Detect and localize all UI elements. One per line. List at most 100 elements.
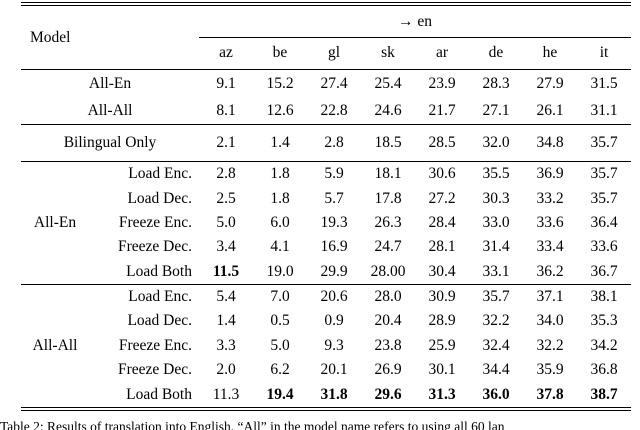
cell-value: 36.9: [523, 161, 577, 187]
row-label: Bilingual Only: [21, 124, 199, 162]
cell-value: 37.8: [536, 385, 564, 403]
row-sublabel: Load Enc.: [89, 283, 199, 310]
row-label: All-En: [21, 69, 199, 97]
cell-value: 24.7: [374, 238, 402, 256]
cell-value: 22.8: [320, 101, 348, 119]
cell-value: 9.1: [199, 69, 253, 97]
row-sublabel: Freeze Enc.: [118, 213, 192, 231]
cell-value: 36.0: [482, 385, 510, 403]
cell-value: 31.5: [577, 69, 632, 97]
cell-value: 5.4: [199, 283, 253, 310]
cell-value: 18.1: [361, 161, 415, 187]
cell-value: 38.7: [590, 385, 618, 403]
table-row: All-All Load Enc. 5.4 7.0 20.6 28.0 30.9 35.7 37…: [21, 283, 632, 409]
cell-value: 27.4: [307, 69, 361, 97]
cell-value: 24.6: [374, 101, 402, 119]
cell-value: 35.7: [590, 189, 618, 207]
cell-value: 11.5: [212, 262, 240, 280]
table-row: Bilingual Only 2.1 1.4 2.8 18.5 28.5 32.0 34.8 3…: [21, 124, 632, 162]
table-header: Model → en az be gl sk ar de he it: [21, 4, 632, 70]
cell-value: 2.0: [216, 361, 236, 379]
cell-value: 28.9: [428, 312, 456, 330]
cell-value: 33.0: [482, 213, 510, 231]
cell-value: 5.7: [324, 189, 344, 207]
cell-value: 8.1: [216, 101, 236, 119]
group-label: All-En: [21, 161, 89, 285]
cell-value: 34.4: [482, 361, 510, 379]
cell-value: 28.1: [428, 238, 456, 256]
cell-value: 32.0: [469, 124, 523, 162]
cell-value: 35.7: [577, 124, 632, 162]
cell-value: 18.5: [361, 124, 415, 162]
cell-value: 35.7: [469, 283, 523, 310]
cell-value: 26.3: [374, 213, 402, 231]
cell-value: 35.5: [469, 161, 523, 187]
cell-value: 21.7: [428, 101, 456, 119]
direction-header-to-en: → en: [199, 4, 632, 38]
table-row: All-En 9.1 15.2 27.4 25.4 23.9 28.3 27.9 31.5: [21, 69, 632, 97]
cell-value: 6.2: [270, 361, 290, 379]
cell-value: 27.1: [482, 101, 510, 119]
cell-value: 36.4: [590, 213, 618, 231]
table-row: Load Dec. 2.5 1.8 5.7 17.8 27.2 30.3 33.2 35.7: [21, 186, 631, 210]
cell-value: 20.1: [320, 361, 348, 379]
row-sublabel: Load Both: [126, 385, 192, 403]
cell-value: 28.00: [370, 262, 406, 280]
cell-value: 12.6: [266, 101, 294, 119]
cell-value: 2.8: [307, 124, 361, 162]
cell-value: 31.4: [482, 238, 510, 256]
row-sublabel: Load Both: [126, 262, 192, 280]
row-sublabel: Freeze Enc.: [118, 336, 192, 354]
cell-value: 26.9: [374, 361, 402, 379]
cell-value: 28.5: [415, 124, 469, 162]
column-header-be: be: [253, 37, 307, 70]
row-sublabel: Load Enc.: [89, 161, 199, 187]
cell-value: 3.3: [216, 336, 236, 354]
cell-value: 30.6: [415, 161, 469, 187]
cell-value: 23.9: [415, 69, 469, 97]
cell-value: 36.2: [536, 262, 564, 280]
results-table: Model → en az be gl sk ar de he it All-E…: [21, 2, 632, 411]
model-column-header: Model: [21, 4, 199, 70]
cell-value: 36.8: [590, 361, 618, 379]
cell-value: 29.9: [320, 262, 348, 280]
cell-value: 35.9: [536, 361, 564, 379]
cell-value: 1.4: [216, 312, 236, 330]
column-header-de: de: [469, 37, 523, 70]
column-header-az: az: [199, 37, 253, 70]
table-row: Freeze Dec. 3.4 4.1 16.9 24.7 28.1 31.4 33.4 33.…: [21, 235, 631, 259]
cell-value: 19.4: [266, 385, 294, 403]
cell-value: 34.2: [590, 336, 618, 354]
cell-value: 35.7: [577, 161, 632, 187]
cell-value: 0.9: [324, 312, 344, 330]
cell-value: 2.1: [199, 124, 253, 162]
cell-value: 33.2: [536, 189, 564, 207]
cell-value: 38.1: [577, 283, 632, 310]
row-sublabel: Freeze Dec.: [117, 361, 192, 379]
cell-value: 35.3: [590, 312, 618, 330]
group-label: All-All: [21, 283, 89, 409]
cell-value: 28.4: [428, 213, 456, 231]
table-row: Load Dec. 1.4 0.5 0.9 20.4 28.9 32.2 34.0 35.3: [21, 309, 631, 333]
cell-value: 25.4: [361, 69, 415, 97]
cell-value: 33.1: [482, 262, 510, 280]
cell-value: 29.6: [374, 385, 402, 403]
cell-value: 15.2: [253, 69, 307, 97]
header-row-direction: Model → en: [21, 4, 632, 70]
cell-value: 37.1: [523, 283, 577, 310]
cell-value: 30.4: [428, 262, 456, 280]
cell-value: 26.1: [536, 101, 564, 119]
cell-value: 1.8: [253, 161, 307, 187]
cell-value: 5.0: [270, 336, 290, 354]
table-body: All-En 9.1 15.2 27.4 25.4 23.9 28.3 27.9 31.5 All…: [21, 69, 632, 409]
cell-value: 32.2: [536, 336, 564, 354]
cell-value: 28.3: [469, 69, 523, 97]
row-sublabel: Load Dec.: [127, 189, 192, 207]
table-row: Freeze Enc. 3.3 5.0 9.3 23.8 25.9 32.4 32.2 34.2: [21, 334, 631, 358]
cell-value: 27.9: [523, 69, 577, 97]
row-sublabel: Freeze Dec.: [117, 238, 192, 256]
cell-value: 20.4: [374, 312, 402, 330]
cell-value: 34.0: [536, 312, 564, 330]
column-header-gl: gl: [307, 37, 361, 70]
